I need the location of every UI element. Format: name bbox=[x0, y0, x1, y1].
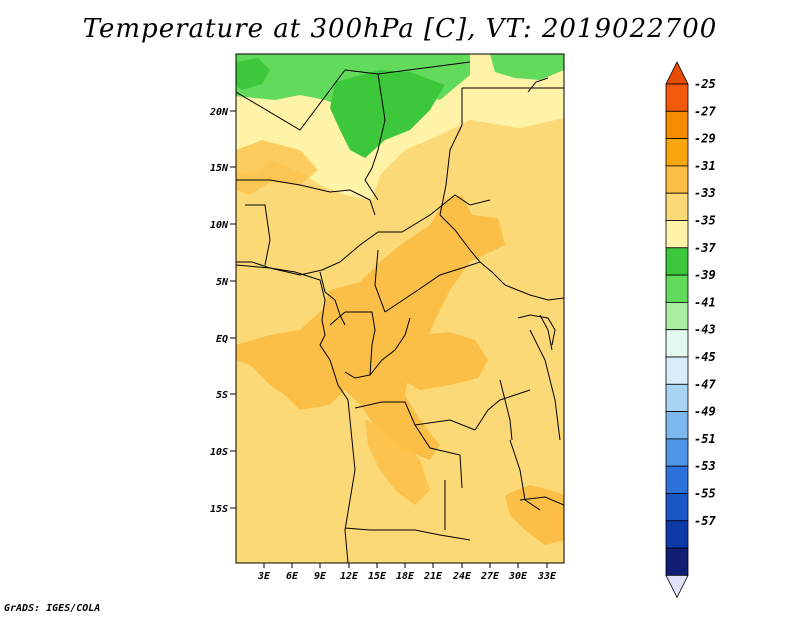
lon-label: 15E bbox=[368, 571, 387, 582]
colorbar-swatch bbox=[665, 547, 689, 576]
colorbar-swatch bbox=[665, 411, 689, 440]
map-panel bbox=[236, 54, 564, 563]
lat-label: 15S bbox=[210, 504, 228, 515]
colorbar-label: -45 bbox=[694, 350, 716, 364]
colorbar-label: -27 bbox=[694, 104, 716, 118]
temperature-field-warm-south bbox=[365, 420, 430, 505]
temperature-field-warm-central bbox=[236, 195, 505, 460]
lat-label: 10N bbox=[210, 220, 229, 231]
country-borders bbox=[236, 61, 564, 541]
credit-label: GrADS: IGES/COLA bbox=[4, 603, 101, 614]
colorbar-label: -39 bbox=[694, 268, 716, 282]
colorbar-swatch bbox=[665, 220, 689, 249]
lon-label: 33E bbox=[537, 571, 557, 582]
lat-label: 5S bbox=[216, 390, 228, 401]
colorbar-label: -43 bbox=[694, 323, 716, 337]
colorbar-swatch bbox=[665, 110, 689, 140]
colorbar-label: -31 bbox=[694, 159, 716, 173]
colorbar: -25 -27 -29 -31 -33 -35 -37 -39 -41 -43 -45 -47 -49 -… bbox=[665, 61, 716, 599]
temperature-field-dark-green bbox=[330, 70, 445, 158]
lon-label: 21E bbox=[423, 571, 443, 582]
colorbar-swatch bbox=[665, 438, 689, 467]
temperature-field-warm-southeast bbox=[505, 485, 564, 545]
map-title: Temperature at 300hPa [C], VT: 201902270… bbox=[82, 14, 718, 44]
colorbar-swatch bbox=[665, 329, 689, 358]
lon-label: 27E bbox=[480, 571, 500, 582]
colorbar-swatch bbox=[665, 138, 689, 167]
lon-label: 24E bbox=[452, 571, 472, 582]
colorbar-label: -25 bbox=[694, 77, 716, 91]
colorbar-swatch bbox=[665, 165, 689, 194]
colorbar-label: -29 bbox=[694, 132, 716, 146]
temperature-field-dark-green-west bbox=[236, 58, 270, 90]
lat-label: 15N bbox=[210, 163, 229, 174]
longitude-axis: 3E 6E 9E 12E 15E 18E 21E 24E 27E 30E 33E bbox=[257, 563, 557, 582]
colorbar-swatch bbox=[665, 274, 689, 303]
colorbar-label: -37 bbox=[694, 241, 716, 255]
colorbar-label: -47 bbox=[694, 377, 716, 391]
colorbar-swatch bbox=[665, 83, 689, 112]
colorbar-swatch bbox=[665, 247, 689, 276]
colorbar-swatch bbox=[665, 520, 689, 549]
latitude-axis: 20N 15N 10N 5N EQ 5S 10S 15S bbox=[209, 107, 236, 515]
lat-label: 5N bbox=[216, 277, 229, 288]
colorbar-label: -41 bbox=[694, 295, 716, 309]
colorbar-bottom-arrow bbox=[665, 575, 689, 599]
colorbar-label: -49 bbox=[694, 405, 716, 419]
lat-label: 10S bbox=[210, 447, 228, 458]
colorbar-label: -35 bbox=[694, 214, 716, 228]
temperature-field-warm-center-east bbox=[395, 332, 488, 390]
colorbar-swatch bbox=[665, 192, 689, 221]
colorbar-swatch bbox=[665, 301, 689, 331]
colorbar-swatch bbox=[665, 356, 689, 385]
lon-label: 6E bbox=[286, 571, 299, 582]
colorbar-swatch bbox=[665, 493, 689, 522]
lon-label: 9E bbox=[314, 571, 327, 582]
lat-label: EQ bbox=[216, 334, 228, 345]
lon-label: 12E bbox=[340, 571, 359, 582]
colorbar-swatch bbox=[665, 383, 689, 412]
colorbar-top-arrow bbox=[665, 61, 689, 85]
lon-label: 30E bbox=[508, 571, 528, 582]
temperature-field-warm-nw bbox=[236, 140, 318, 195]
colorbar-label: -55 bbox=[694, 487, 716, 501]
lon-label: 3E bbox=[257, 571, 271, 582]
colorbar-label: -53 bbox=[694, 459, 716, 473]
lat-label: 20N bbox=[209, 107, 229, 118]
temperature-field-green-northeast bbox=[490, 54, 564, 80]
colorbar-label: -33 bbox=[694, 186, 716, 200]
lon-label: 18E bbox=[396, 571, 415, 582]
map-frame bbox=[235, 53, 565, 564]
colorbar-swatch bbox=[665, 465, 689, 494]
coastline bbox=[236, 77, 556, 563]
colorbar-label: -51 bbox=[694, 432, 716, 446]
colorbar-label: -57 bbox=[694, 514, 716, 528]
